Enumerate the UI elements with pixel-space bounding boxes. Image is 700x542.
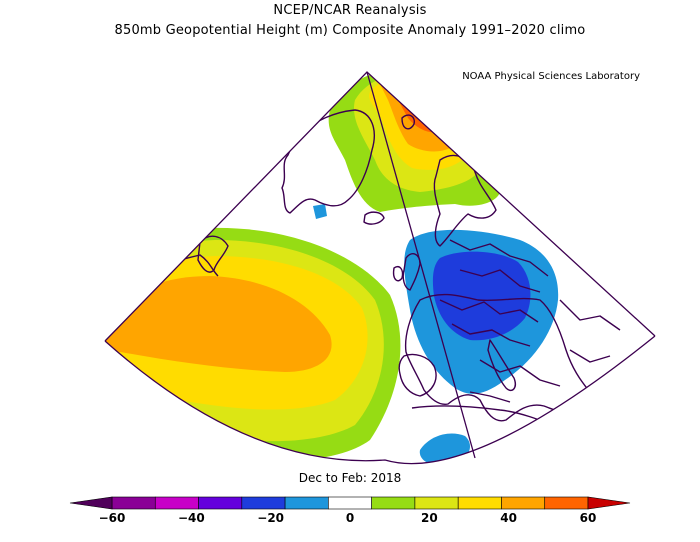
colorbar-tick-label: 20 xyxy=(420,511,438,525)
colorbar-box xyxy=(111,496,156,510)
anomaly-region-atl-40 xyxy=(105,276,332,372)
iberia-coast xyxy=(398,353,437,397)
colorbar-tick-label: 0 xyxy=(345,511,355,525)
title-line-1: NCEP/NCAR Reanalysis xyxy=(273,3,427,18)
colorbar-high-cap xyxy=(587,496,631,510)
colorbar-tick-label: 60 xyxy=(579,511,597,525)
colorbar-tick-label: 40 xyxy=(500,511,518,525)
colorbar-box xyxy=(154,496,199,510)
central-meridian xyxy=(366,71,476,459)
colorbar-box xyxy=(501,496,546,510)
colorbar-box xyxy=(371,496,416,510)
borders-east xyxy=(559,299,621,363)
colorbar-tick-label: −40 xyxy=(177,511,205,525)
baffin-coast xyxy=(197,235,229,273)
colorbar-box xyxy=(198,496,243,510)
colorbar-box xyxy=(414,496,459,510)
anomaly-region-greenland-neg10 xyxy=(313,204,327,219)
title-line-2: 850mb Geopotential Height (m) Composite … xyxy=(114,23,586,38)
colorbar-box xyxy=(328,496,372,510)
british-isles-coast xyxy=(402,253,421,291)
credit-label: NOAA Physical Sciences Laboratory xyxy=(462,71,640,82)
ireland-coast xyxy=(392,266,404,282)
italy-coast xyxy=(487,339,516,392)
borders-south xyxy=(469,359,561,403)
svalbard-coast xyxy=(401,114,416,130)
colorbar-box xyxy=(284,496,329,510)
anomaly-region-eur-neg20 xyxy=(432,251,531,341)
map-boundary-arc xyxy=(104,335,656,465)
colorbar-low-cap xyxy=(69,496,113,510)
borders-central xyxy=(439,299,539,347)
colorbar-tick-label: −20 xyxy=(257,511,285,525)
colorbar-tick-label: −60 xyxy=(98,511,126,525)
colorbar-box xyxy=(457,496,502,510)
borders-north xyxy=(449,239,549,293)
greenland-coast xyxy=(281,109,375,214)
period-label: Dec to Feb: 2018 xyxy=(298,471,402,485)
colorbar-box xyxy=(544,496,589,510)
colorbar-box xyxy=(241,496,286,510)
scandinavia-coast xyxy=(433,154,497,247)
iceland-coast xyxy=(363,211,385,225)
